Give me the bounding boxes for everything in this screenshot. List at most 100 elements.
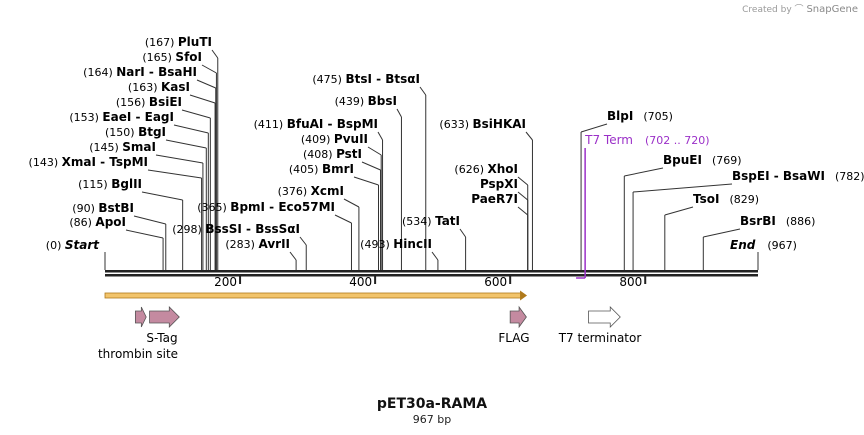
site-label: BsrBI (886)	[740, 214, 815, 228]
cut-site-leader	[517, 191, 529, 201]
ruler-label: 600	[484, 275, 507, 289]
site-label: (411) BfuAI - BspMI	[254, 117, 378, 131]
site-position: (705)	[643, 110, 673, 123]
site-position: (150)	[105, 126, 138, 139]
site-label: (298) BssSI - BssSαI	[172, 222, 300, 236]
cut-site-leader	[517, 176, 529, 186]
cut-site-leader	[125, 229, 164, 239]
site-name: BfuAI - BspMI	[287, 117, 378, 131]
site-label: (534) TatI	[402, 214, 460, 228]
site-label: (156) BsiEI	[116, 95, 182, 109]
site-position: (829)	[729, 193, 759, 206]
site-name: BsiHKAI	[473, 117, 527, 131]
site-label: (439) BbsI	[335, 94, 397, 108]
end-label: End (967)	[730, 238, 797, 252]
credit: Created by ⌒ SnapGene	[742, 2, 858, 15]
site-name: XcmI	[311, 184, 344, 198]
credit-prefix: Created by	[742, 5, 792, 15]
site-name: PaeR7I	[471, 192, 518, 206]
cut-site-leader	[525, 131, 533, 141]
cut-site-leader	[173, 124, 209, 134]
site-label: (626) XhoI	[454, 162, 518, 176]
site-label: BspEI - BsaWI (782)	[732, 169, 864, 183]
site-name: NarI - BsaHI	[116, 65, 197, 79]
cut-site-leader	[377, 131, 383, 141]
site-name: BtgI	[138, 125, 166, 139]
site-name: BmrI	[322, 162, 354, 176]
site-position: (411)	[254, 118, 287, 131]
backbone-top	[105, 270, 758, 273]
site-position: (143)	[29, 156, 62, 169]
t7-term-name: T7 Term	[584, 133, 633, 147]
site-position: (886)	[786, 215, 816, 228]
site-name: PvuII	[334, 132, 368, 146]
site-position: (156)	[116, 96, 149, 109]
site-label: PaeR7I	[471, 192, 518, 206]
site-name: XhoI	[487, 162, 518, 176]
site-label: (409) PvuII	[301, 132, 368, 146]
site-name: BssSI - BssSαI	[205, 222, 300, 236]
site-position: (365)	[197, 201, 230, 214]
cut-site-leader	[703, 228, 741, 238]
site-position: (769)	[712, 154, 742, 167]
cut-site-leader	[633, 183, 733, 193]
site-position: (90)	[72, 202, 98, 215]
cut-site-leader	[343, 198, 360, 208]
site-label: (376) XcmI	[278, 184, 344, 198]
cut-site-leader	[517, 206, 529, 216]
site-position: (376)	[278, 185, 311, 198]
site-name: EaeI - EagI	[102, 110, 174, 124]
site-name: PluTI	[178, 35, 212, 49]
plasmid-name: pET30a-RAMA	[376, 396, 488, 412]
site-name: KasI	[161, 80, 190, 94]
t7-term-range: (702 .. 720)	[645, 134, 710, 147]
cut-site-leader	[459, 228, 467, 238]
t7-term-label: T7 Term (702 .. 720)	[584, 133, 709, 147]
cut-site-leader	[189, 94, 216, 104]
site-label: (493) HincII	[360, 237, 432, 251]
site-position: (493)	[360, 238, 393, 251]
site-label: (86) ApoI	[69, 215, 126, 229]
ruler-label: 200	[214, 275, 237, 289]
cut-site-leader	[361, 161, 381, 171]
site-name: BglII	[111, 177, 142, 191]
site-position: (408)	[303, 148, 336, 161]
site-name: BstBI	[98, 201, 134, 215]
site-position: (163)	[128, 81, 161, 94]
site-label: (150) BtgI	[105, 125, 166, 139]
site-label: (164) NarI - BsaHI	[83, 65, 197, 79]
site-position: (534)	[402, 215, 435, 228]
end-name: End	[730, 238, 756, 252]
cut-site-leader	[299, 236, 307, 246]
s-tag-label: S-Tag	[146, 331, 177, 345]
site-position: (167)	[145, 36, 178, 49]
cut-site-leader	[396, 108, 402, 118]
site-position: (283)	[225, 238, 258, 251]
snapgene-logo-icon: ⌒	[794, 5, 804, 15]
thrombin-site-label: thrombin site	[98, 347, 178, 361]
site-label: (165) SfoI	[142, 50, 202, 64]
site-position: (439)	[335, 95, 368, 108]
ruler-label: 400	[349, 275, 372, 289]
site-name: BlpI	[607, 109, 633, 123]
cut-site-leader	[431, 251, 439, 261]
site-position: (626)	[454, 163, 487, 176]
site-name: ApoI	[95, 215, 126, 229]
site-name: TsoI	[693, 192, 719, 206]
site-position: (145)	[89, 141, 122, 154]
flag-label: FLAG	[498, 331, 529, 345]
plasmid-title: pET30a-RAMA 967 bp	[0, 396, 864, 426]
cut-site-leader	[419, 86, 427, 96]
site-label: (408) PstI	[303, 147, 362, 161]
start-name: Start	[65, 238, 100, 252]
cut-site-leader	[201, 64, 217, 74]
site-position: (164)	[83, 66, 116, 79]
site-name: BsrBI	[740, 214, 776, 228]
site-label: (633) BsiHKAI	[439, 117, 526, 131]
site-label: (365) BpmI - Eco57MI	[197, 200, 335, 214]
site-label: (163) KasI	[128, 80, 190, 94]
site-name: SfoI	[175, 50, 202, 64]
ruler-label: 800	[619, 275, 642, 289]
site-name: PstI	[336, 147, 362, 161]
